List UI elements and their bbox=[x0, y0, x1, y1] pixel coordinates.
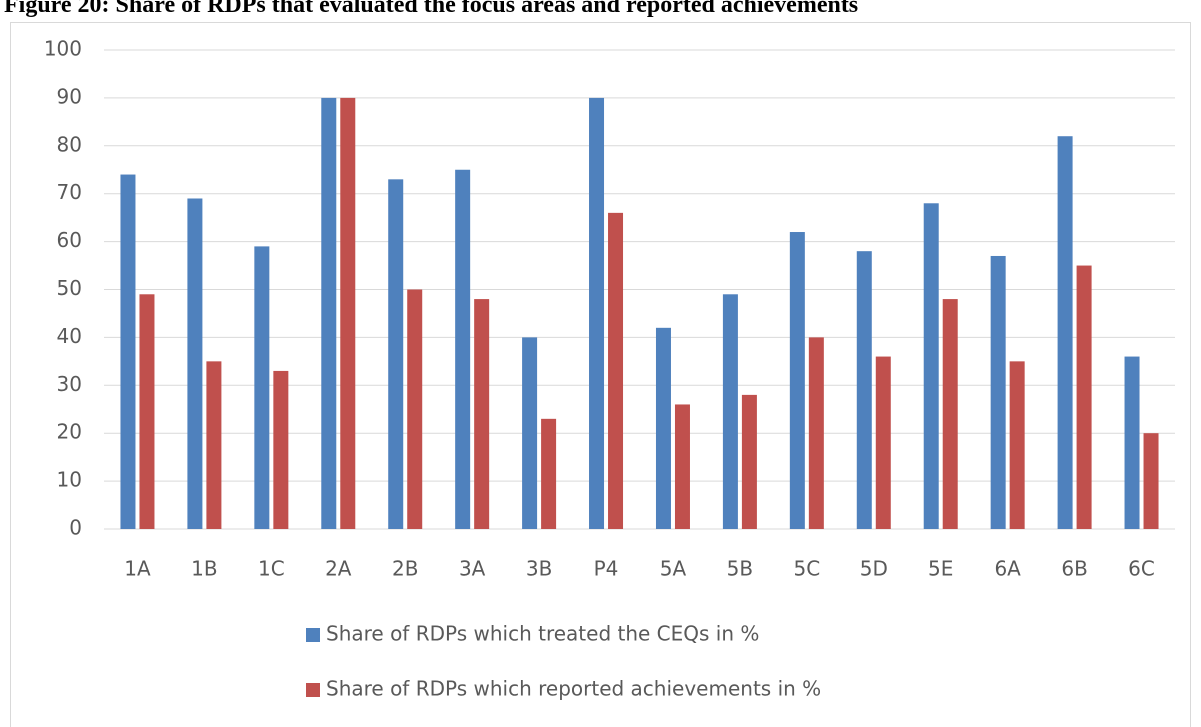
bar bbox=[388, 179, 404, 529]
y-tick-label: 80 bbox=[57, 132, 82, 156]
bar bbox=[474, 299, 490, 529]
bar bbox=[340, 97, 356, 530]
x-tick-label: 3A bbox=[459, 557, 486, 581]
x-tick-label: P4 bbox=[594, 557, 619, 581]
bar bbox=[1009, 361, 1025, 529]
bar bbox=[273, 370, 289, 529]
bar bbox=[674, 404, 690, 529]
x-tick-label: 1B bbox=[191, 557, 217, 581]
x-tick-label: 5B bbox=[727, 557, 753, 581]
legend-swatch bbox=[306, 683, 320, 697]
x-tick-label: 1A bbox=[124, 557, 151, 581]
legend-label: Share of RDPs which reported achievement… bbox=[326, 677, 821, 701]
bar bbox=[139, 294, 155, 529]
chart-title: Figure 20: Share of RDPs that evaluated … bbox=[4, 0, 858, 18]
bar bbox=[789, 232, 805, 529]
x-tick-label: 5C bbox=[793, 557, 820, 581]
y-tick-label: 50 bbox=[57, 276, 82, 300]
y-tick-label: 70 bbox=[57, 180, 82, 204]
y-tick-label: 0 bbox=[69, 516, 82, 540]
y-tick-label: 100 bbox=[44, 37, 82, 61]
y-tick-label: 60 bbox=[57, 228, 82, 252]
bar bbox=[722, 294, 738, 529]
bar bbox=[187, 198, 203, 530]
legend-swatch bbox=[306, 628, 320, 642]
bar bbox=[1076, 265, 1092, 529]
x-tick-label: 6C bbox=[1128, 557, 1155, 581]
bar bbox=[120, 174, 136, 530]
x-tick-label: 6A bbox=[994, 557, 1021, 581]
bar bbox=[321, 97, 337, 530]
y-tick-label: 90 bbox=[57, 84, 82, 108]
bar bbox=[541, 418, 557, 529]
bar bbox=[206, 361, 222, 529]
bar bbox=[455, 169, 471, 529]
bar bbox=[608, 212, 624, 530]
bar bbox=[655, 327, 671, 529]
bar bbox=[923, 203, 939, 529]
x-tick-label: 1C bbox=[258, 557, 285, 581]
bar bbox=[589, 97, 605, 530]
x-tick-label: 6B bbox=[1061, 557, 1087, 581]
y-tick-label: 20 bbox=[57, 420, 82, 444]
x-tick-label: 2A bbox=[325, 557, 352, 581]
bar bbox=[254, 246, 270, 529]
y-tick-label: 30 bbox=[57, 372, 82, 396]
x-tick-label: 5E bbox=[928, 557, 953, 581]
bar bbox=[942, 299, 958, 529]
bar bbox=[808, 337, 824, 529]
x-tick-label: 3B bbox=[526, 557, 552, 581]
bar bbox=[1124, 356, 1140, 529]
bar bbox=[1143, 433, 1159, 529]
bar bbox=[522, 337, 538, 529]
bar bbox=[407, 289, 423, 529]
bar bbox=[1057, 136, 1073, 529]
x-tick-label: 5D bbox=[860, 557, 888, 581]
y-tick-label: 10 bbox=[57, 468, 82, 492]
bar bbox=[875, 356, 891, 529]
x-tick-label: 2B bbox=[392, 557, 418, 581]
bar bbox=[990, 255, 1006, 529]
y-tick-label: 40 bbox=[57, 324, 82, 348]
legend-label: Share of RDPs which treated the CEQs in … bbox=[326, 622, 759, 646]
x-tick-label: 5A bbox=[660, 557, 687, 581]
bar bbox=[741, 394, 757, 529]
bar bbox=[856, 251, 872, 529]
